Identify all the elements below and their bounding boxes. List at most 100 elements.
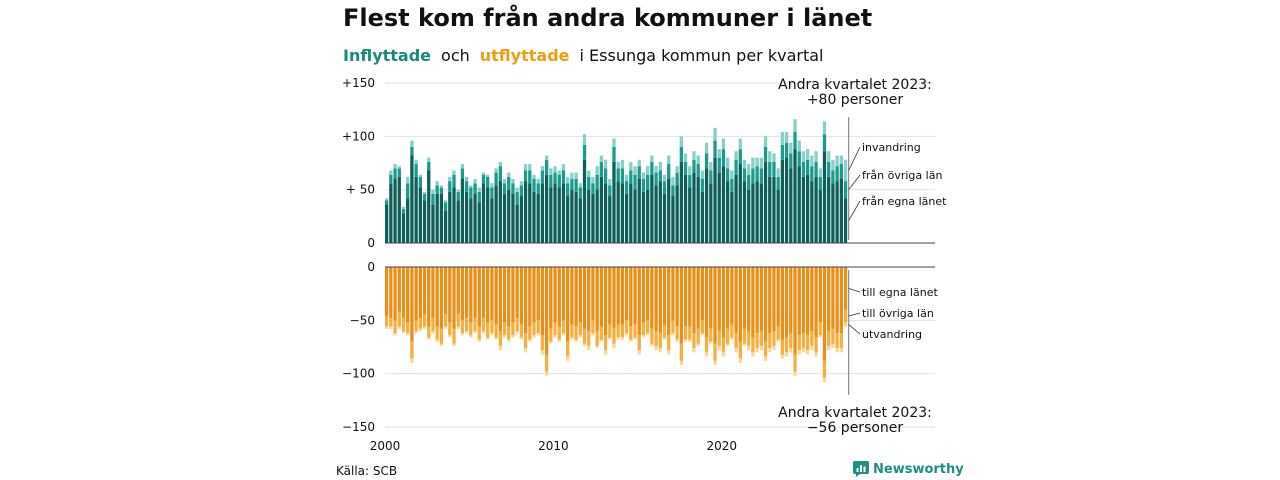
bar-out-other-county bbox=[742, 328, 747, 344]
bar-in-other-county bbox=[738, 149, 742, 165]
bar-out-same-county bbox=[654, 267, 658, 331]
bar-in-same-county bbox=[498, 181, 502, 243]
bar-out-emigration bbox=[448, 335, 452, 338]
chart-subtitle: Inflyttade och utflyttade i Essunga kommun … bbox=[343, 46, 823, 65]
bar-out-other-county bbox=[574, 326, 578, 340]
bar-out-emigration bbox=[473, 331, 477, 334]
bar-in-immigration bbox=[523, 164, 528, 171]
bar-in-immigration bbox=[700, 170, 705, 179]
bar-in-immigration bbox=[717, 149, 721, 158]
bar-in-other-county bbox=[557, 174, 561, 188]
bar-out-emigration bbox=[654, 345, 658, 351]
bar-out-emigration bbox=[540, 350, 545, 355]
bar-in-immigration bbox=[763, 136, 768, 147]
bar-in-immigration bbox=[578, 183, 582, 188]
bar-out-emigration bbox=[422, 326, 427, 329]
bar-in-other-county bbox=[498, 166, 502, 182]
bar-out-other-county bbox=[827, 331, 831, 346]
bar-out-other-county bbox=[519, 324, 524, 338]
bar-out-same-county bbox=[603, 267, 608, 336]
bar-out-other-county bbox=[397, 311, 401, 327]
axes: +150 +100 + 50 0 0 −50 −100 −150 2000 2010 2020 bbox=[342, 76, 935, 453]
bar-in-other-county bbox=[439, 187, 444, 194]
bar-in-other-county bbox=[414, 164, 418, 177]
bar-in-other-county bbox=[667, 164, 671, 179]
bar-in-other-county bbox=[768, 161, 772, 177]
annotation-bottom-line2: −56 personer bbox=[807, 420, 904, 436]
bar-out-emigration bbox=[810, 345, 814, 351]
bar-in-same-county bbox=[620, 183, 625, 243]
y-tick-label-top: 0 bbox=[367, 236, 375, 250]
bar-in-immigration bbox=[818, 168, 822, 177]
bar-in-immigration bbox=[532, 174, 536, 179]
bar-in-other-county bbox=[578, 187, 582, 199]
bar-in-same-county bbox=[831, 183, 835, 243]
bar-in-same-county bbox=[578, 198, 582, 243]
bar-out-same-county bbox=[738, 267, 742, 342]
bar-in-other-county bbox=[456, 191, 460, 201]
bar-out-other-county bbox=[566, 341, 570, 357]
bar-in-same-county bbox=[827, 176, 831, 243]
bar-in-other-county bbox=[721, 149, 726, 167]
bar-out-other-county bbox=[806, 335, 810, 351]
bar-out-other-county bbox=[507, 326, 511, 340]
bar-out-other-county bbox=[658, 333, 662, 349]
bar-out-emigration bbox=[822, 377, 827, 383]
bar-out-same-county bbox=[650, 267, 654, 329]
bar-out-same-county bbox=[810, 267, 814, 331]
bar-out-same-county bbox=[612, 267, 616, 329]
bar-in-other-county bbox=[612, 147, 616, 162]
bar-in-same-county bbox=[439, 193, 444, 243]
bar-out-emigration bbox=[734, 348, 738, 353]
bar-out-emigration bbox=[431, 331, 435, 334]
bar-in-same-county bbox=[481, 183, 486, 243]
bar-out-emigration bbox=[439, 343, 444, 346]
bar-out-same-county bbox=[662, 267, 667, 325]
bar-out-emigration bbox=[755, 348, 759, 353]
bar-in-other-county bbox=[481, 174, 486, 184]
bar-in-immigration bbox=[751, 157, 755, 169]
bar-out-same-county bbox=[683, 267, 688, 327]
bar-in-immigration bbox=[427, 157, 431, 162]
bar-in-same-county bbox=[582, 159, 587, 243]
bar-in-same-county bbox=[713, 157, 717, 243]
bar-out-other-county bbox=[502, 322, 507, 336]
bar-in-other-county bbox=[839, 164, 843, 179]
bar-in-other-county bbox=[443, 202, 448, 211]
bar-in-other-county bbox=[528, 170, 532, 184]
bar-out-same-county bbox=[486, 267, 490, 323]
bar-in-immigration bbox=[591, 176, 595, 184]
bar-out-same-county bbox=[473, 267, 477, 319]
bar-out-other-county bbox=[418, 318, 422, 329]
bar-out-emigration bbox=[675, 339, 679, 342]
bar-out-emigration bbox=[460, 333, 465, 336]
bar-out-emigration bbox=[494, 337, 498, 340]
bar-out-emigration bbox=[667, 350, 671, 355]
bar-out-other-county bbox=[747, 331, 751, 346]
bar-out-same-county bbox=[498, 267, 502, 331]
bar-in-same-county bbox=[835, 181, 839, 243]
bar-in-other-county bbox=[452, 174, 456, 188]
bar-out-same-county bbox=[831, 267, 835, 329]
bar-out-other-county bbox=[532, 322, 536, 336]
bar-in-other-county bbox=[751, 168, 755, 184]
bar-out-other-county bbox=[473, 318, 477, 331]
bar-in-other-county bbox=[603, 168, 608, 184]
bar-out-same-county bbox=[751, 267, 755, 338]
bar-in-immigration bbox=[843, 159, 848, 182]
bar-in-same-county bbox=[755, 181, 759, 243]
segment-label-out: utvandring bbox=[862, 328, 922, 341]
bar-out-emigration bbox=[616, 337, 620, 340]
bar-out-other-county bbox=[431, 318, 435, 331]
bar-out-emigration bbox=[389, 326, 393, 329]
bar-in-same-county bbox=[507, 189, 511, 243]
bar-out-same-county bbox=[401, 267, 406, 319]
bar-in-other-county bbox=[780, 144, 785, 160]
bar-in-same-county bbox=[822, 151, 827, 243]
bar-in-same-county bbox=[473, 193, 477, 243]
bar-out-emigration bbox=[599, 339, 604, 342]
bar-out-same-county bbox=[507, 267, 511, 327]
bar-out-emigration bbox=[561, 333, 566, 336]
bar-in-immigration bbox=[835, 155, 839, 167]
bar-out-emigration bbox=[784, 352, 789, 357]
